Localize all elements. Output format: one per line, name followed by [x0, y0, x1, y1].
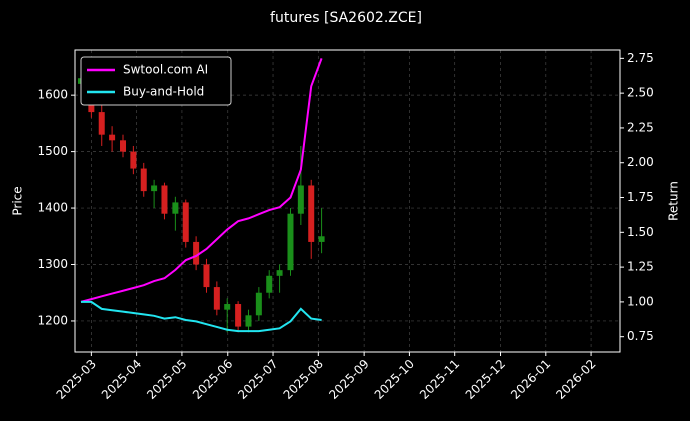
x-tick-label: 2025-05 [144, 357, 189, 402]
candle-body [182, 202, 189, 242]
y2-tick-label: 0.75 [627, 329, 654, 343]
y2-tick-label: 1.75 [627, 190, 654, 204]
y-tick-label: 1500 [37, 144, 68, 158]
y2-tick-label: 2.25 [627, 120, 654, 134]
x-tick-label: 2025-04 [99, 357, 144, 402]
series-line [80, 58, 323, 303]
x-tick-label: 2025-11 [417, 357, 462, 402]
y2-tick-label: 2.00 [627, 155, 654, 169]
candle-body [98, 112, 105, 135]
candle-body [120, 140, 127, 152]
candle-body [255, 292, 262, 316]
candle-body [235, 304, 242, 327]
candle-body [213, 287, 220, 310]
y2-tick-label: 1.00 [627, 294, 654, 308]
plot-frame [74, 49, 621, 353]
y-tick-label: 1300 [37, 257, 68, 271]
x-tick-label: 2025-12 [463, 357, 508, 402]
candle-body [266, 275, 273, 293]
candle-body [151, 185, 158, 192]
y-tick-label: 1600 [37, 88, 68, 102]
candle-body [276, 270, 283, 276]
y2-tick-label: 2.75 [627, 51, 654, 65]
x-tick-label: 2025-06 [190, 357, 235, 402]
chart-title: futures [SA2602.ZCE] [270, 10, 422, 26]
y-tick-label: 1200 [37, 313, 68, 327]
y2-tick-label: 1.25 [627, 260, 654, 274]
x-tick-label: 2026-01 [508, 357, 553, 402]
candle-body [130, 151, 137, 169]
x-tick-label: 2025-08 [281, 357, 326, 402]
legend-label: Buy-and-Hold [123, 85, 204, 99]
candle-body [297, 185, 304, 214]
x-tick-label: 2025-03 [54, 357, 99, 402]
candle-body [203, 264, 210, 288]
candle-body [161, 185, 168, 214]
y2-tick-label: 1.50 [627, 225, 654, 239]
candle-body [245, 315, 252, 327]
candle-body [308, 185, 315, 242]
y2-axis-label: Return [667, 181, 681, 221]
candle-body [318, 236, 325, 242]
legend-box [80, 56, 232, 106]
x-tick-label: 2025-09 [326, 357, 371, 402]
y2-tick-label: 2.50 [627, 86, 654, 100]
y-axis-label: Price [11, 186, 25, 215]
x-tick-label: 2026-02 [553, 357, 598, 402]
candle-body [172, 202, 179, 214]
candle-body [287, 213, 294, 271]
candle-body [224, 304, 231, 310]
y-tick-label: 1400 [37, 201, 68, 215]
candle-body [140, 168, 147, 192]
candle-body [193, 241, 200, 265]
candle-body [109, 134, 116, 141]
legend-label: Swtool.com AI [123, 63, 208, 77]
x-tick-label: 2025-10 [372, 357, 417, 402]
series-line [81, 300, 322, 333]
x-tick-label: 2025-07 [235, 357, 280, 402]
